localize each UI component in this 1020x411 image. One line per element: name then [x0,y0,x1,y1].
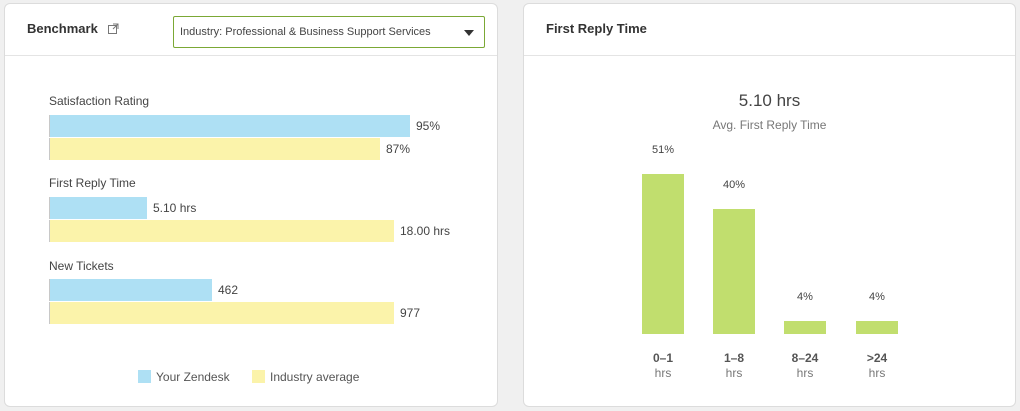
benchmark-title: Benchmark [27,21,98,36]
reply-category-range: 0–1 [652,351,674,365]
metric-label-new-tickets: New Tickets [49,259,114,273]
reply-bar-category: 8–24 hrs [775,351,835,381]
industry-dropdown-value: Industry: Professional & Business Suppor… [180,26,431,38]
value-industry-first-reply: 18.00 hrs [400,224,451,238]
reply-bar-category: 1–8 hrs [704,351,764,381]
reply-category-unit: hrs [725,366,743,380]
reply-bar-category: >24 hrs [847,351,907,381]
reply-bar-value: 51% [651,144,675,156]
value-industry-satisfaction: 87% [386,142,411,156]
legend-label-industry: Industry average [270,370,360,384]
reply-category-range: 1–8 [723,351,745,365]
reply-category-unit: hrs [654,366,672,380]
chevron-down-icon [464,30,474,36]
reply-category-unit: hrs [796,366,814,380]
reply-category-unit: hrs [868,366,886,380]
value-yours-first-reply: 5.10 hrs [153,201,197,215]
bar-industry-satisfaction [49,138,380,160]
benchmark-panel: Benchmark Industry: Professional & Busin… [4,3,498,407]
reply-category-range: 8–24 [791,351,819,365]
bar-industry-new-tickets [49,302,394,324]
reply-category-range: >24 [866,351,888,365]
reply-bar [784,321,826,334]
bar-yours-new-tickets [49,279,212,301]
reply-bar-value: 4% [797,291,813,303]
metric-label-first-reply: First Reply Time [49,176,136,190]
reply-bar [713,209,755,334]
benchmark-header: Benchmark Industry: Professional & Busin… [5,4,497,56]
metric-label-satisfaction: Satisfaction Rating [49,94,150,108]
first-reply-header: First Reply Time [524,4,1015,56]
bar-yours-first-reply [49,197,147,219]
reply-bar-value: 4% [869,291,885,303]
first-reply-title: First Reply Time [546,21,647,36]
first-reply-panel: First Reply Time 5.10 hrs Avg. First Rep… [523,3,1016,407]
reply-bar-value: 40% [722,179,746,191]
legend-swatch-yours [138,370,151,383]
avg-first-reply-label: Avg. First Reply Time [712,118,827,132]
reply-bar-category: 0–1 hrs [633,351,693,381]
bar-yours-satisfaction [49,115,410,137]
reply-bar [856,321,898,334]
value-yours-new-tickets: 462 [218,283,239,297]
value-yours-satisfaction: 95% [416,119,441,133]
reply-bar [642,174,684,334]
bar-industry-first-reply [49,220,394,242]
avg-first-reply-value: 5.10 hrs [738,91,801,110]
legend-label-yours: Your Zendesk [156,370,230,384]
value-industry-new-tickets: 977 [400,306,421,320]
legend-swatch-industry [252,370,265,383]
external-link-icon[interactable] [108,23,119,34]
industry-dropdown[interactable]: Industry: Professional & Business Suppor… [173,16,485,48]
